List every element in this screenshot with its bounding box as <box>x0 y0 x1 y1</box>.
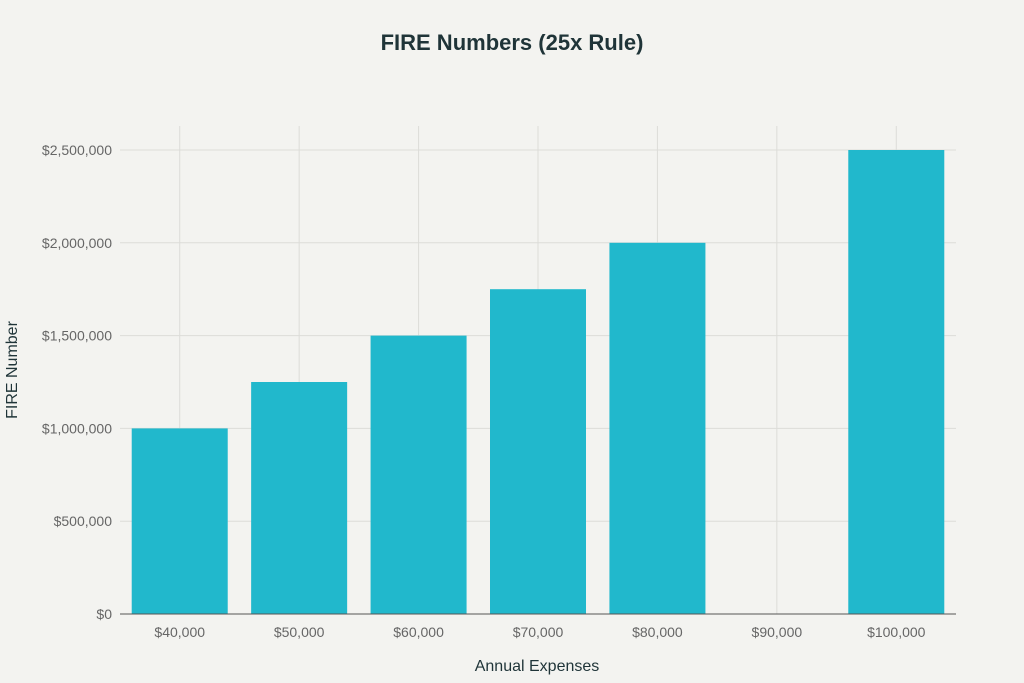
bars <box>131 150 945 615</box>
y-tick-label: $2,000,000 <box>42 235 112 251</box>
bar <box>609 242 706 615</box>
y-tick-label: $2,500,000 <box>42 142 112 158</box>
x-tick-label: $50,000 <box>274 624 325 640</box>
bar <box>131 428 228 614</box>
y-tick-label: $1,500,000 <box>42 328 112 344</box>
x-tick-label: $80,000 <box>632 624 683 640</box>
chart-title: FIRE Numbers (25x Rule) <box>381 30 644 55</box>
y-tick-label: $500,000 <box>54 513 113 529</box>
x-tick-label: $60,000 <box>393 624 444 640</box>
bar <box>490 289 586 614</box>
y-tick-label: $0 <box>96 606 112 622</box>
x-tick-label: $40,000 <box>154 624 205 640</box>
bar <box>370 335 467 614</box>
x-axis-label: Annual Expenses <box>475 658 600 675</box>
x-tick-label: $100,000 <box>867 624 926 640</box>
bar <box>848 150 945 614</box>
x-tick-label: $90,000 <box>752 624 803 640</box>
x-tick-label: $70,000 <box>513 624 564 640</box>
y-tick-label: $1,000,000 <box>42 420 112 436</box>
y-axis-label: FIRE Number <box>4 320 21 418</box>
axes: $0 $500,000 $1,000,000 $1,500,000 $2,000,000… <box>42 142 956 640</box>
bar <box>251 382 348 614</box>
